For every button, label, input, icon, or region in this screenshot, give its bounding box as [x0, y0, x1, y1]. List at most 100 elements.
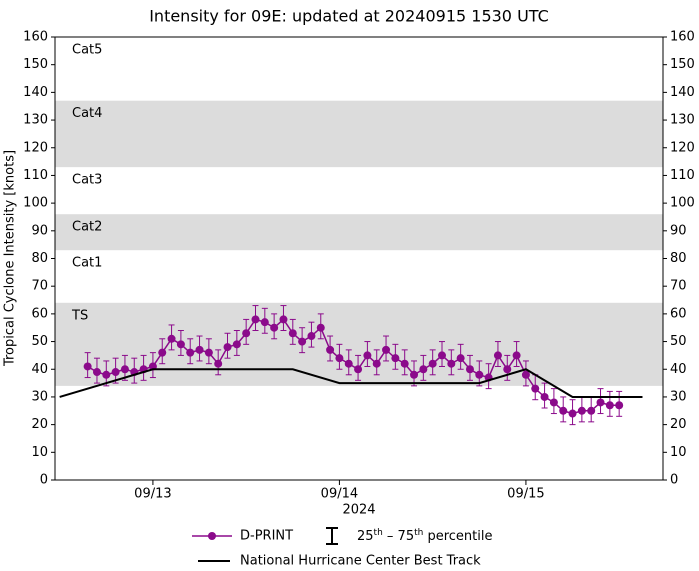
y-tick-label: 140 [23, 85, 48, 100]
y-tick-label: 90 [31, 223, 48, 238]
y-tick-label: 50 [31, 334, 48, 349]
y-tick-label: 20 [31, 417, 48, 432]
legend-label-part: th [414, 528, 423, 538]
legend-label-part: – 75 [383, 529, 414, 544]
y2-tick-label: 40 [670, 362, 687, 377]
data-point [102, 370, 111, 379]
series-line [59, 368, 643, 398]
data-point [456, 354, 465, 363]
y2-tick-label: 100 [670, 196, 695, 211]
data-point [335, 354, 344, 363]
data-point [605, 401, 614, 410]
data-point [204, 348, 213, 357]
y2-tick-label: 70 [670, 279, 687, 294]
data-point [111, 368, 120, 377]
y2-tick-label: 150 [670, 57, 695, 72]
data-point [391, 354, 400, 363]
data-point [270, 323, 279, 332]
y-tick-label: 0 [40, 473, 48, 488]
x-axis-label: 2024 [342, 503, 375, 518]
y-tick-label: 80 [31, 251, 48, 266]
data-point [354, 365, 363, 374]
intensity-band [55, 100, 663, 168]
data-point [279, 315, 288, 324]
data-point [382, 345, 391, 354]
legend-label: National Hurricane Center Best Track [240, 554, 481, 569]
y2-tick-label: 110 [670, 168, 695, 183]
y2-tick-label: 30 [670, 389, 687, 404]
band-label: TS [71, 308, 88, 323]
band-label: Cat3 [72, 173, 102, 188]
data-point [326, 345, 335, 354]
y-tick-label: 130 [23, 113, 48, 128]
x-tick-label: 09/15 [507, 487, 544, 502]
legend-marker [208, 532, 216, 540]
data-point [447, 359, 456, 368]
data-point [493, 351, 502, 360]
data-point [344, 359, 353, 368]
data-point [158, 348, 167, 357]
x-tick-label: 09/13 [134, 487, 171, 502]
data-point [410, 370, 419, 379]
chart-title: Intensity for 09E: updated at 20240915 1… [149, 7, 549, 26]
data-point [307, 332, 316, 341]
data-point [568, 409, 577, 418]
data-point [549, 398, 558, 407]
legend-label: D-PRINT [240, 529, 293, 544]
data-point [465, 365, 474, 374]
data-point [298, 337, 307, 346]
y-tick-label: 10 [31, 445, 48, 460]
y-tick-label: 30 [31, 389, 48, 404]
y2-tick-label: 20 [670, 417, 687, 432]
legend-label-part: th [374, 528, 383, 538]
data-point [251, 315, 260, 324]
data-point [512, 351, 521, 360]
data-point [419, 365, 428, 374]
data-point [83, 362, 92, 371]
data-point [428, 359, 437, 368]
legend-label-part: 25 [357, 529, 374, 544]
data-point [615, 401, 624, 410]
band-label: Cat1 [72, 256, 102, 271]
data-point [559, 406, 568, 415]
y-tick-label: 110 [23, 168, 48, 183]
y2-tick-label: 0 [670, 473, 678, 488]
data-point [186, 348, 195, 357]
x-tick-label: 09/14 [321, 487, 358, 502]
intensity-band [55, 214, 663, 251]
y-tick-label: 100 [23, 196, 48, 211]
data-point [475, 370, 484, 379]
data-point [521, 370, 530, 379]
y-axis-label: Tropical Cyclone Intensity [knots] [3, 150, 18, 367]
band-label: Cat4 [72, 106, 102, 121]
band-label: Cat2 [72, 220, 102, 235]
legend-label: 25th – 75th percentile [357, 528, 492, 543]
data-point [260, 318, 269, 327]
data-point [503, 365, 512, 374]
y-tick-label: 60 [31, 306, 48, 321]
y2-tick-label: 10 [670, 445, 687, 460]
data-point [372, 359, 381, 368]
data-point [167, 334, 176, 343]
y-tick-label: 70 [31, 279, 48, 294]
y-tick-label: 160 [23, 30, 48, 45]
y2-tick-label: 160 [670, 30, 695, 45]
legend-errorbar [326, 527, 338, 545]
y2-tick-label: 130 [670, 113, 695, 128]
data-point [577, 406, 586, 415]
y-tick-label: 150 [23, 57, 48, 72]
y-tick-label: 120 [23, 140, 48, 155]
data-point [587, 406, 596, 415]
data-point [437, 351, 446, 360]
y2-tick-label: 80 [670, 251, 687, 266]
legend-label-part: percentile [423, 529, 492, 544]
data-point [92, 368, 101, 377]
data-point [540, 392, 549, 401]
band-label: Cat5 [72, 43, 102, 58]
data-point [288, 329, 297, 338]
y2-tick-label: 60 [670, 306, 687, 321]
intensity-band [55, 302, 663, 386]
data-point [176, 340, 185, 349]
data-point [120, 365, 129, 374]
